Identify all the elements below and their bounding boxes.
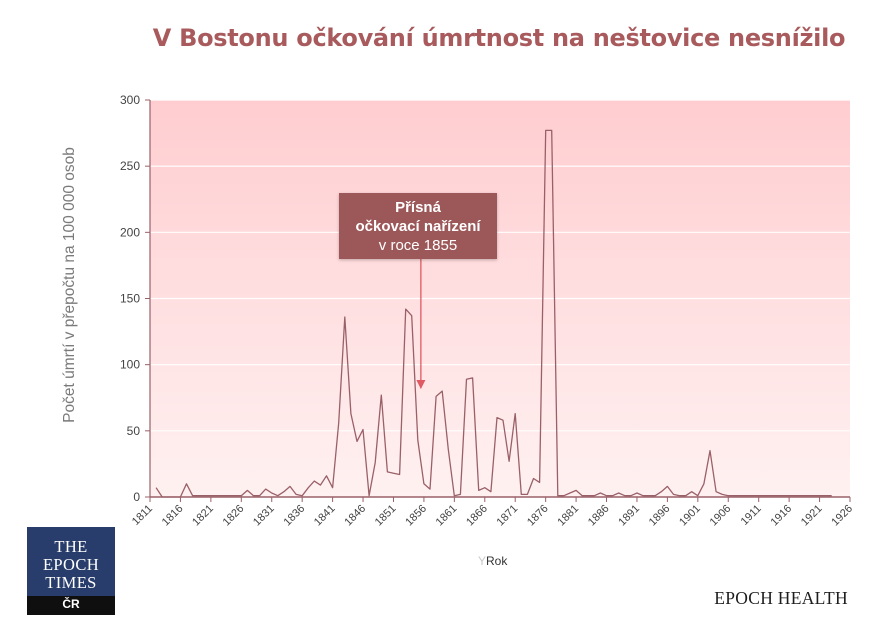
x-tick-label: 1926 xyxy=(829,503,855,529)
x-tick-label: 1841 xyxy=(312,503,338,529)
x-tick-label: 1896 xyxy=(647,503,673,529)
gridlines xyxy=(150,99,850,432)
x-tick-label: 1861 xyxy=(434,503,460,529)
x-tick-label: 1831 xyxy=(251,503,277,529)
x-tick-label: 1811 xyxy=(130,503,155,528)
x-tick-label: 1821 xyxy=(190,503,216,529)
x-tick-label: 1876 xyxy=(525,503,551,529)
mortality-series-line xyxy=(155,129,832,498)
x-tick-label: 1871 xyxy=(495,503,521,529)
y-tick-label: 200 xyxy=(120,225,140,239)
x-tick-label: 1851 xyxy=(373,503,399,529)
x-tick-label: 1881 xyxy=(555,503,581,529)
x-tick-label: 1816 xyxy=(160,503,186,529)
x-tick-label: 1886 xyxy=(586,503,612,529)
epoch-health-brand: EPOCH HEALTH xyxy=(714,588,848,608)
y-tick-label: 150 xyxy=(120,292,140,306)
y-tick-label: 300 xyxy=(120,93,140,107)
chart-title: V Bostonu očkování úmrtnost na neštovice… xyxy=(152,24,846,52)
x-axis-label-ghost: Y xyxy=(478,554,487,568)
y-tick-label: 0 xyxy=(133,490,140,504)
x-tick-label: 1911 xyxy=(739,503,764,528)
logo-country: ČR xyxy=(62,597,80,611)
x-tick-label: 1921 xyxy=(799,503,825,529)
x-tick-label: 1836 xyxy=(281,503,307,529)
logo-line-1: THE xyxy=(54,537,88,556)
x-tick-label: 1846 xyxy=(342,503,368,529)
y-tick-label: 250 xyxy=(120,159,140,173)
x-axis-label-text: Rok xyxy=(486,554,508,568)
x-tick-label: 1826 xyxy=(221,503,247,529)
x-axis: 1811 1816 1821 1826 1831 1836 1841 1846 1851 1856… xyxy=(130,496,855,529)
x-tick-label: 1856 xyxy=(403,503,429,529)
x-tick-label: 1916 xyxy=(768,503,794,529)
y-tick-label: 100 xyxy=(120,358,140,372)
callout-line-3: v roce 1855 xyxy=(378,237,458,254)
x-tick-label: 1901 xyxy=(677,503,703,529)
x-tick-label: 1891 xyxy=(616,503,642,529)
logo-bar xyxy=(27,596,115,615)
y-axis-label: Počet úmrtí v přepočtu na 100 000 osob xyxy=(61,147,78,423)
y-tick-label: 50 xyxy=(127,424,141,438)
logo-line-3: TIMES xyxy=(45,573,97,592)
callout-line-1: Přísná xyxy=(395,199,441,216)
x-axis-label: YRok xyxy=(478,554,507,568)
epoch-times-logo: THE EPOCH TIMES ČR xyxy=(27,527,115,615)
y-axis: 0 50 100 150 200 250 300 xyxy=(120,93,151,504)
x-tick-label: 1906 xyxy=(708,503,734,529)
logo-line-2: EPOCH xyxy=(42,555,100,574)
x-tick-label: 1866 xyxy=(464,503,490,529)
vaccination-mandate-callout: Přísná očkovací nařízení v roce 1855 xyxy=(339,193,497,259)
callout-line-2: očkovací nařízení xyxy=(355,218,481,235)
